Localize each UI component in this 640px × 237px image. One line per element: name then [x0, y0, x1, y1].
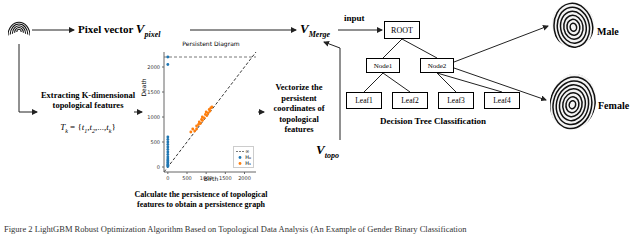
- svg-text:1500: 1500: [147, 89, 160, 95]
- html-text:Vtopo: Vtopo: [316, 142, 339, 160]
- svg-text:500: 500: [150, 139, 160, 145]
- html-text:Figure 2 LightGBM Robust Optim: Figure 2 LightGBM Robust Optimization Al…: [4, 224, 467, 234]
- html-text:Death: Death: [139, 78, 147, 97]
- html-text:Male: Male: [597, 26, 619, 37]
- html-text:Persistent Diagram: Persistent Diagram: [182, 40, 240, 47]
- html-text:H₀: H₀: [245, 154, 251, 160]
- html-text:input: input: [344, 13, 365, 23]
- html-text:Leaf2: Leaf2: [401, 96, 419, 105]
- svg-text:1500: 1500: [219, 175, 232, 181]
- html-text:Leaf4: Leaf4: [493, 96, 511, 105]
- html-text:Calculate the persistence of t: Calculate the persistence of topological…: [134, 190, 268, 209]
- svg-text:0: 0: [166, 175, 169, 181]
- html-text:Leaf1: Leaf1: [355, 96, 373, 105]
- html-text:H₁: H₁: [245, 160, 251, 166]
- svg-text:0: 0: [157, 164, 160, 170]
- html-text:ROOT: ROOT: [391, 25, 413, 35]
- html-text:Birth: Birth: [203, 175, 219, 182]
- html-text:Decision Tree Classification: Decision Tree Classification: [380, 116, 486, 126]
- html-text:Vectorize the persistent coord: Vectorize the persistent coordinates of …: [273, 82, 325, 134]
- svg-text:500: 500: [182, 175, 192, 181]
- html-text:Female: Female: [598, 100, 630, 111]
- html-text:Tk= {t1, t2,..., tk}: Tk= {t1, t2,..., tk}: [60, 122, 116, 134]
- svg-text:1000: 1000: [147, 114, 160, 120]
- html-text:Pixel vectorVpixel: Pixel vectorVpixel: [78, 21, 161, 39]
- html-text:Leaf3: Leaf3: [447, 96, 465, 105]
- html-text:Node2: Node2: [427, 61, 447, 70]
- html-text:Extracting K-dimensional topol: Extracting K-dimensional topological fea…: [40, 90, 136, 110]
- svg-text:2000: 2000: [238, 175, 251, 181]
- svg-text:2000: 2000: [147, 64, 160, 70]
- html-text:VMerge: VMerge: [300, 21, 331, 39]
- html-text:Node1: Node1: [373, 61, 393, 70]
